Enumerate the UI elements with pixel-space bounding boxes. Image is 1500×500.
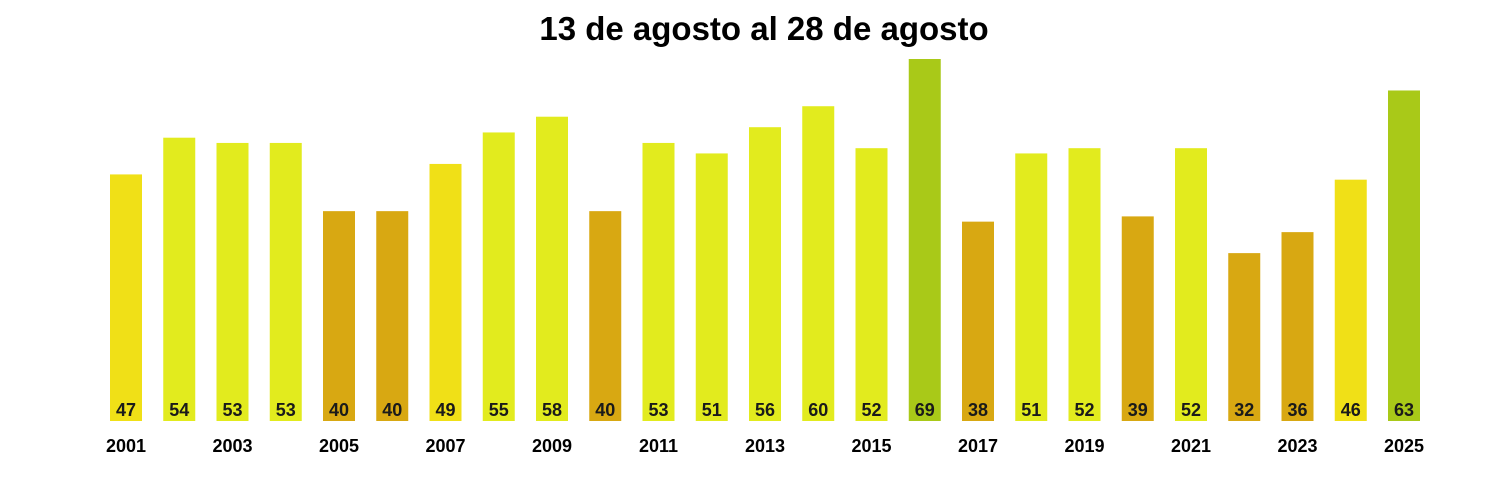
x-tick-2019: 2019 [1064,436,1104,456]
bar-2016 [908,59,941,421]
value-label-2016: 69 [915,400,935,420]
bar-2015 [855,148,888,421]
value-label-2015: 52 [861,400,881,420]
value-label-2018: 51 [1021,400,1041,420]
bar-2025 [1388,90,1420,421]
value-label-2019: 52 [1074,400,1094,420]
value-label-2005: 40 [329,400,349,420]
bar-2003 [216,142,249,421]
x-tick-2013: 2013 [745,436,785,456]
x-tick-2001: 2001 [106,436,146,456]
value-labels-layer: 47 54 53 53 40 40 49 55 58 40 53 51 56 60 52 69 38 51 52 39… [116,400,1414,420]
value-label-2003: 53 [222,400,242,420]
value-label-2013: 56 [755,400,775,420]
value-label-2020: 39 [1128,400,1148,420]
value-label-2010: 40 [595,400,615,420]
x-tick-2007: 2007 [425,436,465,456]
value-label-2023: 36 [1287,400,1307,420]
bar-2011 [642,142,675,421]
value-label-2022: 32 [1234,400,1254,420]
x-tick-2021: 2021 [1171,436,1211,456]
bar-2018 [1015,153,1048,421]
bar-2009 [536,116,568,422]
chart-title: 13 de agosto al 28 de agosto [539,10,989,47]
bar-2002 [163,137,196,421]
bar-2001 [110,174,142,421]
bar-2012 [695,153,728,421]
bar-2013 [749,127,781,421]
value-label-2014: 60 [808,400,828,420]
value-label-2012: 51 [702,400,722,420]
value-label-2017: 38 [968,400,988,420]
bars-layer [110,59,1420,422]
value-label-2021: 52 [1181,400,1201,420]
bar-2017 [962,221,994,421]
x-axis-ticks: 2001 2003 2005 2007 2009 2011 2013 2015 2017 2019… [106,436,1424,456]
x-tick-2017: 2017 [958,436,998,456]
value-label-2011: 53 [648,400,668,420]
value-label-2024: 46 [1341,400,1361,420]
bar-2022 [1228,253,1261,421]
bar-2019 [1068,148,1101,421]
x-tick-2005: 2005 [319,436,359,456]
value-label-2025: 63 [1394,400,1414,420]
x-tick-2015: 2015 [851,436,891,456]
bar-2023 [1281,232,1314,421]
bar-2008 [482,132,515,421]
bar-2005 [323,211,355,421]
bar-2014 [802,106,835,421]
value-label-2002: 54 [169,400,189,420]
bar-2010 [589,211,622,421]
value-label-2007: 49 [435,400,455,420]
bar-2006 [376,211,409,421]
bar-2020 [1121,216,1154,421]
value-label-2006: 40 [382,400,402,420]
x-tick-2023: 2023 [1277,436,1317,456]
x-tick-2003: 2003 [212,436,252,456]
bar-2007 [429,163,462,421]
bar-2024 [1334,179,1367,421]
value-label-2009: 58 [542,400,562,420]
value-label-2001: 47 [116,400,136,420]
value-label-2004: 53 [276,400,296,420]
value-label-2008: 55 [489,400,509,420]
x-tick-2011: 2011 [639,436,678,456]
bar-2004 [269,142,302,421]
bar-2021 [1175,148,1207,421]
x-tick-2025: 2025 [1384,436,1424,456]
x-tick-2009: 2009 [532,436,572,456]
